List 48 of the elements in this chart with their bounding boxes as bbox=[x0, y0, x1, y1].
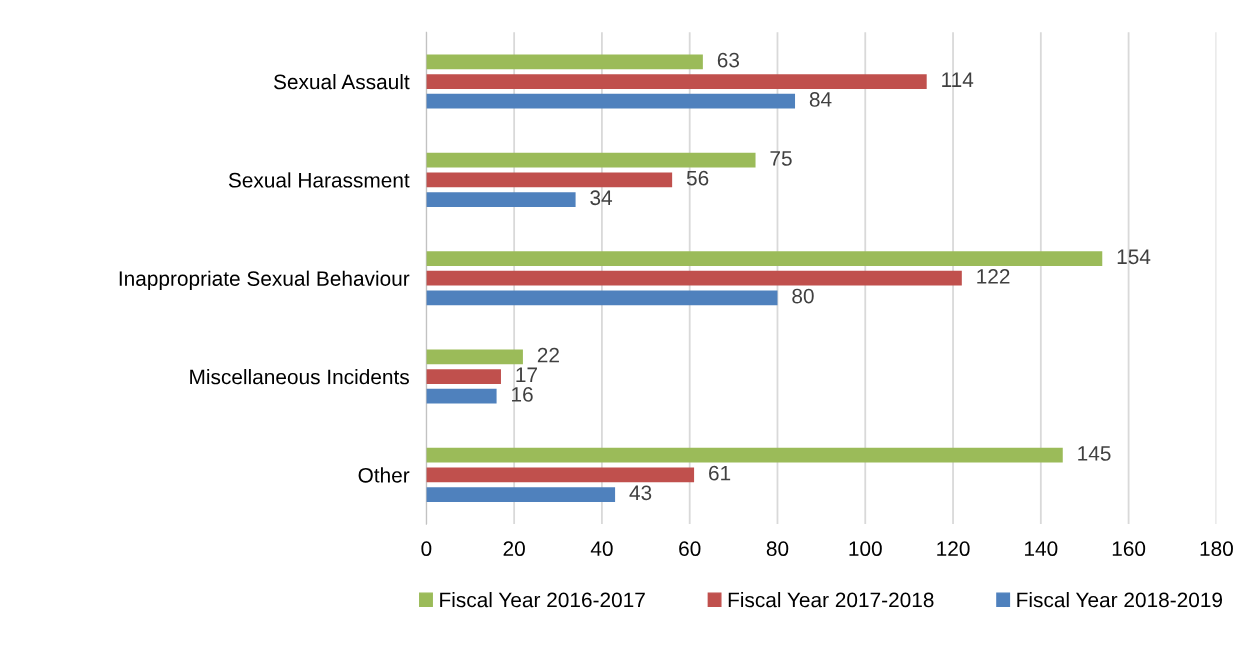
x-tick-label: 0 bbox=[421, 541, 432, 557]
data-label: 145 bbox=[1078, 446, 1111, 461]
data-label: 154 bbox=[1117, 249, 1151, 265]
bar bbox=[426, 152, 756, 168]
data-label: 80 bbox=[792, 288, 814, 304]
x-tick-label: 120 bbox=[937, 541, 970, 557]
bar bbox=[426, 290, 778, 306]
bar bbox=[426, 270, 962, 286]
data-label: 43 bbox=[629, 485, 652, 501]
bar bbox=[426, 251, 1103, 266]
bar bbox=[426, 388, 497, 404]
bar bbox=[426, 74, 927, 89]
data-label: 56 bbox=[686, 170, 709, 186]
x-tick-label: 160 bbox=[1112, 541, 1146, 557]
data-label: 75 bbox=[770, 151, 792, 166]
x-tick-label: 140 bbox=[1025, 541, 1058, 557]
x-tick-label: 180 bbox=[1200, 541, 1233, 557]
bar bbox=[426, 487, 616, 502]
bar bbox=[426, 467, 695, 483]
data-label: 34 bbox=[590, 190, 613, 206]
data-label: 61 bbox=[709, 465, 731, 481]
data-label: 16 bbox=[512, 387, 533, 402]
data-label: 17 bbox=[516, 367, 537, 382]
bar bbox=[426, 447, 1063, 463]
legend-label: Fiscal Year 2016-2017 bbox=[440, 591, 645, 608]
legend-label: Fiscal Year 2018-2019 bbox=[1017, 591, 1223, 608]
x-tick-label: 80 bbox=[766, 541, 789, 557]
bar bbox=[426, 93, 796, 109]
x-tick-label: 60 bbox=[679, 541, 701, 557]
legend-label: Fiscal Year 2017-2018 bbox=[728, 591, 934, 608]
bar bbox=[426, 192, 576, 207]
data-label: 122 bbox=[977, 269, 1010, 284]
bar bbox=[426, 172, 673, 188]
y-tick-label: Other bbox=[358, 467, 410, 483]
bar bbox=[426, 54, 703, 70]
y-tick-label: Inappropriate Sexual Behaviour bbox=[119, 270, 410, 291]
x-tick-label: 100 bbox=[849, 541, 882, 557]
bar bbox=[426, 369, 501, 384]
x-tick-label: 20 bbox=[503, 541, 525, 557]
bar bbox=[426, 349, 523, 365]
y-tick-label: Sexual Assault bbox=[273, 73, 410, 90]
data-label: 84 bbox=[809, 92, 832, 107]
data-label: 114 bbox=[942, 72, 974, 87]
data-label: 22 bbox=[537, 347, 559, 363]
data-label: 63 bbox=[717, 52, 740, 68]
y-tick-label: Miscellaneous Incidents bbox=[190, 369, 409, 385]
x-tick-label: 40 bbox=[590, 541, 613, 557]
y-tick-label: Sexual Harassment bbox=[228, 172, 410, 188]
